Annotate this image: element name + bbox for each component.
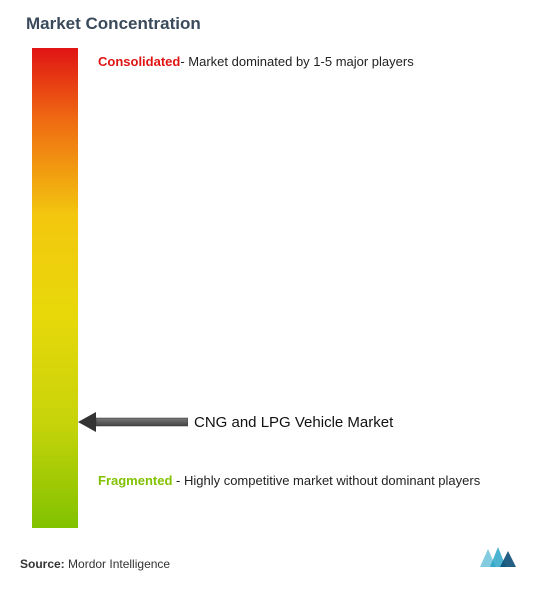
consolidated-annotation: Consolidated- Market dominated by 1-5 ma…	[98, 52, 520, 72]
gradient-scale-bar	[32, 48, 78, 528]
consolidated-keyword: Consolidated	[98, 54, 180, 69]
source-value: Mordor Intelligence	[68, 557, 170, 571]
market-marker-label: CNG and LPG Vehicle Market	[194, 414, 393, 431]
page-title: Market Concentration	[26, 14, 520, 34]
market-marker-row: CNG and LPG Vehicle Market	[78, 412, 520, 432]
concentration-chart: Consolidated- Market dominated by 1-5 ma…	[20, 48, 520, 528]
footer: Source: Mordor Intelligence	[20, 543, 520, 571]
mordor-logo-icon	[474, 543, 520, 571]
source-label: Source:	[20, 557, 65, 571]
source-line: Source: Mordor Intelligence	[20, 557, 170, 571]
fragmented-keyword: Fragmented	[98, 473, 172, 488]
fragmented-annotation: Fragmented - Highly competitive market w…	[98, 470, 510, 492]
arrow-left-icon	[78, 412, 188, 432]
consolidated-desc: - Market dominated by 1-5 major players	[180, 54, 413, 69]
fragmented-desc: - Highly competitive market without domi…	[172, 473, 480, 488]
